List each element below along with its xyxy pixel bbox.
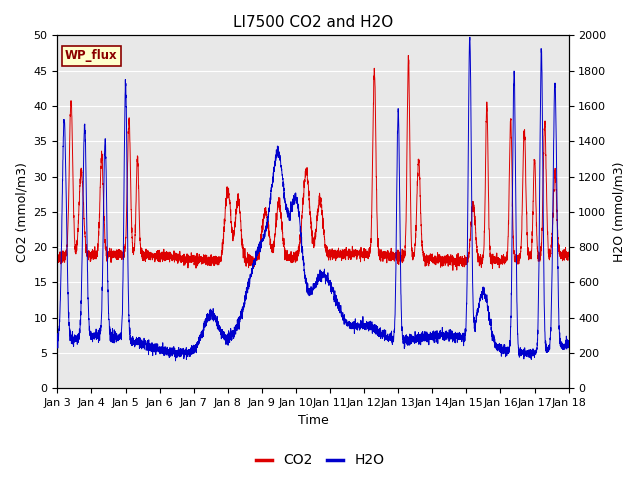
Title: LI7500 CO2 and H2O: LI7500 CO2 and H2O: [233, 15, 393, 30]
Y-axis label: CO2 (mmol/m3): CO2 (mmol/m3): [15, 162, 28, 262]
Text: WP_flux: WP_flux: [65, 49, 118, 62]
Y-axis label: H2O (mmol/m3): H2O (mmol/m3): [612, 162, 625, 262]
X-axis label: Time: Time: [298, 414, 328, 427]
Legend: CO2, H2O: CO2, H2O: [250, 448, 390, 473]
